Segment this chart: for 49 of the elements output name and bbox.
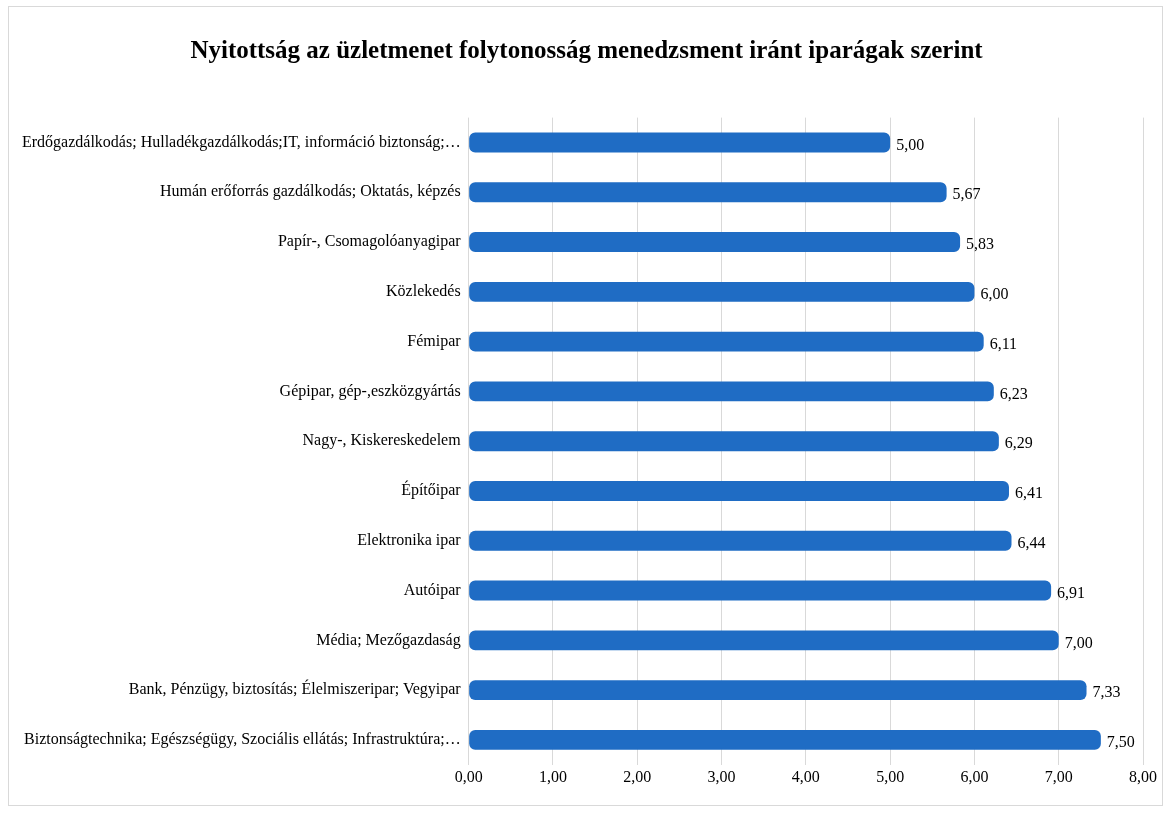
y-tick-label: Papír-, Csomagolóanyagipar [277, 232, 462, 251]
bar [469, 381, 994, 402]
y-tick-label: Építőipar [401, 480, 462, 500]
x-tick-label: 7,00 [1044, 767, 1073, 785]
bar [469, 481, 1009, 501]
bar [469, 530, 1012, 551]
data-label: 5,00 [896, 135, 925, 153]
bar [469, 580, 1052, 601]
x-tick-label: 5,00 [876, 767, 905, 785]
chart-title: Nyitottság az üzletmenet folytonosság menedzsment iránt iparágak szerint [189, 36, 984, 64]
y-tick-label: Fémipar [407, 331, 462, 350]
x-tick-label: 4,00 [791, 767, 820, 785]
bar [469, 182, 947, 203]
bar [469, 132, 891, 153]
bar [469, 331, 984, 352]
y-tick-label: Média; Mezőgazdaság [316, 630, 461, 649]
data-label: 6,44 [1017, 533, 1046, 551]
bar [469, 281, 975, 302]
y-tick-label: Bank, Pénzügy, biztosítás; Élelmiszeripar; Vegyipar [128, 679, 462, 699]
data-label: 6,11 [989, 334, 1018, 352]
x-tick-label: 2,00 [623, 767, 652, 785]
data-label: 5,83 [966, 235, 995, 253]
x-tick-label: 8,00 [1129, 767, 1157, 785]
data-label: 7,50 [1106, 733, 1135, 751]
x-tick-label: 1,00 [538, 767, 567, 785]
y-tick-label: Gépipar, gép-,eszközgyártás [279, 381, 461, 400]
bar [469, 630, 1059, 651]
bar [469, 729, 1101, 750]
data-label: 6,00 [980, 285, 1009, 303]
y-tick-label: Erdőgazdálkodás; Hulladékgazdálkodás;IT, információ biztonság;… [22, 132, 461, 151]
data-label: 5,67 [952, 185, 981, 203]
bar [469, 680, 1087, 701]
bar [469, 431, 999, 452]
x-tick-label: 6,00 [960, 767, 989, 785]
data-label: 7,00 [1064, 633, 1093, 651]
x-tick-label: 0,00 [454, 767, 483, 785]
y-tick-label: Humán erőforrás gazdálkodás; Oktatás, képzés [159, 182, 461, 201]
x-tick-label: 3,00 [707, 767, 736, 785]
bar [469, 232, 961, 253]
data-label: 6,29 [1004, 434, 1033, 452]
y-tick-label: Autóipar [403, 580, 462, 599]
y-tick-label: Biztonságtechnika; Egészségügy, Szociális ellátás; Infrastruktúra;… [24, 730, 461, 749]
y-tick-label: Nagy-, Kiskereskedelem [302, 431, 462, 450]
data-label: 6,41 [1014, 484, 1043, 502]
data-label: 6,23 [999, 384, 1028, 402]
y-tick-label: Közlekedés [386, 282, 461, 300]
data-label: 6,91 [1057, 583, 1086, 601]
data-label: 7,33 [1092, 683, 1121, 701]
y-tick-label: Elektronika ipar [357, 530, 462, 549]
